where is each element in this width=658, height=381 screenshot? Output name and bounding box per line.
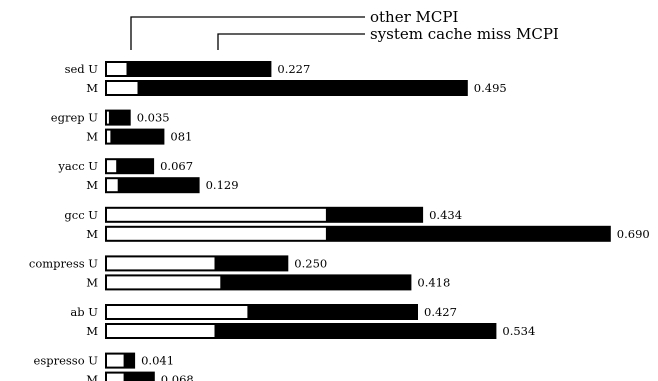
row-label-espresso-M: M: [86, 373, 98, 381]
value-label-egrep-U: 0.035: [137, 111, 170, 125]
value-label-espresso-M: 0.068: [161, 373, 194, 381]
value-label-ab-U: 0.427: [424, 305, 457, 319]
row-label-egrep-U: egrep U: [51, 111, 99, 125]
row-label-yacc-M: M: [86, 178, 98, 192]
legend-leader-2: [217, 33, 365, 50]
row-tag: U: [88, 354, 98, 368]
bar-ab-U-other: [106, 305, 249, 319]
bar-espresso-U-other: [106, 353, 125, 368]
benchmark-name: ab: [70, 305, 84, 319]
bar-espresso-M-total: [105, 371, 155, 381]
row-label-espresso-U: espresso U: [34, 354, 99, 368]
legend-label-1: other MCPI: [370, 8, 458, 26]
bar-egrep-U-other: [106, 110, 110, 125]
row-label-compress-U: compress U: [29, 256, 98, 270]
bars: sed U 0.227 M 0.495 egrep U 0.035 M 081 yacc U 0.…: [29, 61, 650, 381]
value-label-ab-M: 0.534: [502, 324, 535, 338]
row-tag: U: [88, 256, 98, 270]
value-label-sed-M: 0.495: [474, 81, 507, 95]
bar-yacc-U-total: [105, 158, 155, 175]
value-label-egrep-M: 081: [170, 130, 192, 144]
row-label-compress-M: M: [86, 275, 98, 289]
bar-egrep-U-total: [105, 109, 131, 126]
value-label-sed-U: 0.227: [277, 62, 310, 76]
bar-egrep-M-other: [106, 129, 112, 144]
bar-sed-M-other: [106, 81, 139, 95]
bar-compress-U-other: [106, 256, 216, 271]
row-tag: U: [88, 159, 98, 173]
legend-leader-1: [130, 16, 365, 50]
benchmark-name: compress: [29, 256, 85, 270]
bar-yacc-U-other: [106, 159, 118, 174]
legend-label-2: system cache miss MCPI: [370, 25, 559, 43]
bar-gcc-U-other: [106, 207, 327, 222]
bar-sed-U-total: [105, 61, 272, 77]
benchmark-name: espresso: [34, 354, 85, 368]
benchmark-name: yacc: [57, 159, 84, 173]
bar-yacc-M-other: [106, 178, 119, 193]
bar-sed-M-total: [105, 80, 468, 96]
bar-egrep-M-total: [105, 128, 165, 145]
value-label-yacc-U: 0.067: [160, 159, 193, 173]
value-label-compress-U: 0.250: [294, 256, 327, 270]
value-label-gcc-M: 0.690: [617, 227, 650, 241]
row-label-sed-M: M: [86, 81, 98, 95]
bar-ab-M-other: [106, 324, 216, 338]
benchmark-name: sed: [65, 62, 86, 76]
value-label-compress-M: 0.418: [417, 275, 450, 289]
value-label-gcc-U: 0.434: [429, 208, 462, 222]
bar-sed-U-other: [106, 62, 128, 76]
bar-compress-M-other: [106, 275, 222, 290]
benchmark-name: egrep: [51, 111, 85, 125]
benchmark-name: gcc: [64, 208, 84, 222]
bar-espresso-M-other: [106, 372, 125, 381]
row-label-yacc-U: yacc U: [57, 159, 98, 173]
bar-yacc-M-total: [105, 177, 200, 194]
row-tag: U: [88, 208, 98, 222]
row-tag: U: [88, 111, 98, 125]
row-label-ab-M: M: [86, 324, 98, 338]
row-label-egrep-M: M: [86, 130, 98, 144]
row-tag: U: [88, 305, 98, 319]
value-label-yacc-M: 0.129: [206, 178, 239, 192]
row-label-ab-U: ab U: [70, 305, 98, 319]
row-label-gcc-M: M: [86, 227, 98, 241]
row-tag: U: [88, 62, 98, 76]
value-label-espresso-U: 0.041: [141, 354, 174, 368]
row-label-gcc-U: gcc U: [64, 208, 98, 222]
row-label-sed-U: sed U: [65, 62, 99, 76]
bar-gcc-M-other: [106, 226, 327, 241]
